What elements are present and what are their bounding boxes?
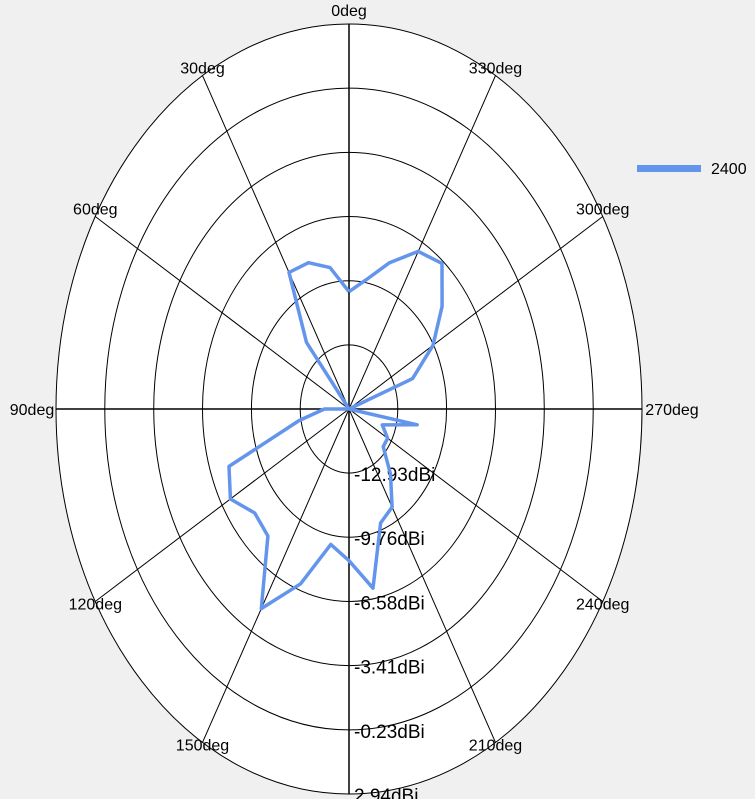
- angle-tick-label-270: 270deg: [645, 402, 698, 419]
- legend-label: 2400: [711, 161, 747, 178]
- angle-tick-label-150: 150deg: [176, 737, 229, 754]
- radial-tick-label-1: -9.76dBi: [354, 529, 425, 550]
- angle-tick-label-120: 120deg: [69, 597, 122, 614]
- angle-tick-label-330: 330deg: [469, 61, 522, 78]
- radial-tick-label-3: -3.41dBi: [354, 658, 425, 679]
- radial-gridline-3: [153, 151, 545, 667]
- angle-tick-label-240: 240deg: [576, 597, 629, 614]
- radial-gridline-5: [55, 23, 643, 795]
- series-line-0: [227, 249, 444, 611]
- radial-gridline-1: [250, 280, 448, 538]
- radial-gridline-0: [299, 344, 399, 474]
- angle-tick-label-210: 210deg: [469, 737, 522, 754]
- angle-tick-label-0: 0deg: [331, 3, 367, 20]
- radial-tick-label-0: -12.93dBi: [354, 465, 435, 486]
- legend-swatch: [637, 165, 701, 172]
- angle-tick-label-30: 30deg: [180, 61, 225, 78]
- radial-gridline-2: [202, 216, 496, 602]
- radial-tick-label-2: -6.58dBi: [354, 594, 425, 615]
- angle-tick-label-90: 90deg: [10, 402, 55, 419]
- radial-gridline-4: [104, 87, 594, 731]
- angle-tick-label-60: 60deg: [73, 202, 118, 219]
- radial-tick-label-4: -0.23dBi: [354, 722, 425, 743]
- angle-tick-label-300: 300deg: [576, 202, 629, 219]
- radial-tick-label-5: 2.94dBi: [354, 786, 418, 799]
